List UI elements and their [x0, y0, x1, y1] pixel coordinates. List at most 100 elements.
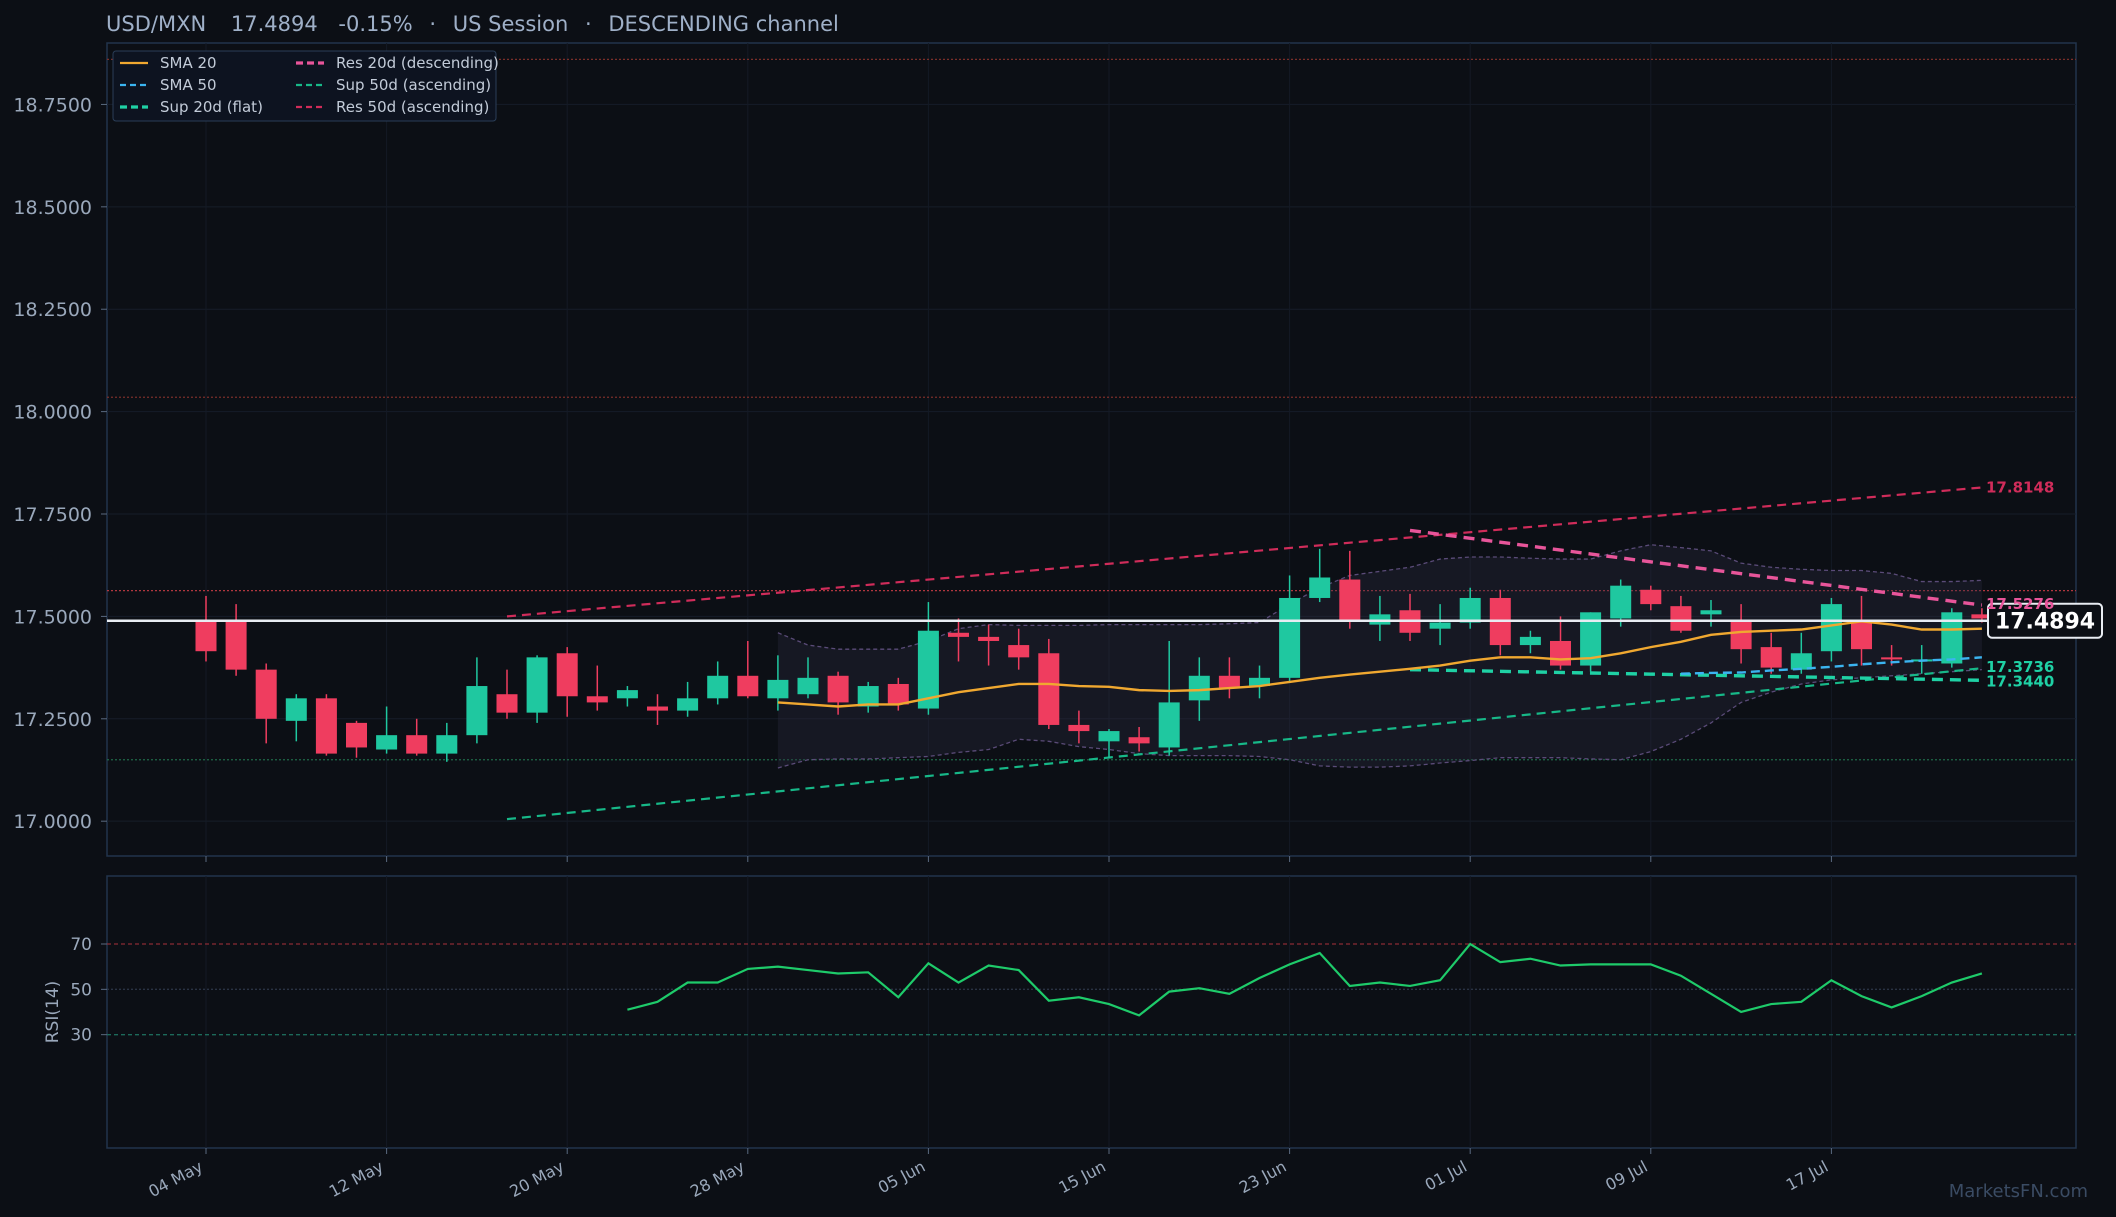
- price-axis: 17.0000 17.2500 17.5000 17.7500 18.0000 18.25…: [13, 94, 107, 833]
- y-tick-label: 17.2500: [13, 709, 92, 731]
- last-price-tag: 17.4894: [1995, 610, 2095, 635]
- candle-body: [1640, 589, 1662, 605]
- trendlines: [506, 486, 1983, 821]
- legend: SMA 20 SMA 50 Sup 20d (flat) Res 20d (desce…: [112, 50, 499, 122]
- candle-body: [285, 698, 307, 721]
- session-text: US Session: [453, 12, 569, 36]
- legend-entry-label: SMA 20: [160, 54, 217, 72]
- candle-body: [677, 698, 699, 711]
- candle-body: [1971, 614, 1993, 619]
- rsi-panel-frame: [106, 875, 2077, 1149]
- candle-body: [1279, 597, 1301, 678]
- candle-body: [917, 630, 939, 709]
- candle-body: [1008, 645, 1030, 658]
- res50-label: 17.8148: [1986, 478, 2054, 496]
- res20-trendline: [1409, 528, 1983, 607]
- candle-body: [586, 696, 608, 703]
- rsi-axis-label: RSI(14): [43, 981, 63, 1044]
- res50-trendline: [506, 486, 1982, 618]
- candle-body: [556, 653, 578, 697]
- rsi-tick-label: 30: [70, 1026, 92, 1046]
- candle-body: [887, 683, 909, 705]
- candle-body: [1730, 620, 1752, 650]
- candle-body: [857, 686, 879, 707]
- brand-watermark: MarketsFN.com: [1949, 1181, 2088, 1202]
- candle-body: [496, 694, 518, 713]
- candle-body: [225, 620, 247, 670]
- sup20-trendline: [1409, 667, 1982, 682]
- legend-entry-label: Sup 20d (flat): [160, 98, 263, 116]
- candle-body: [195, 620, 217, 652]
- y-tick-label: 18.5000: [13, 197, 92, 219]
- price-panel-frame: [106, 42, 2077, 857]
- candle-body: [1218, 675, 1240, 689]
- candle-body: [1098, 731, 1120, 742]
- y-tick-label: 18.7500: [13, 94, 92, 116]
- candle-body: [1881, 657, 1903, 660]
- candle-body: [1158, 702, 1180, 748]
- candle-body: [616, 690, 638, 699]
- y-tick-label: 17.0000: [13, 811, 92, 833]
- candle-body: [647, 706, 668, 711]
- candle-body: [1339, 579, 1361, 621]
- candle-body: [1610, 585, 1632, 619]
- sma20-line: [777, 620, 1982, 708]
- channel-text: DESCENDING channel: [608, 12, 839, 36]
- candle-body: [376, 735, 398, 750]
- candle-body: [1519, 636, 1541, 646]
- sup20-label: 17.3440: [1986, 672, 2054, 690]
- rsi-tick-label: 70: [70, 935, 92, 955]
- candle-body: [1309, 577, 1331, 598]
- candle-body: [526, 657, 548, 713]
- candle-body: [406, 735, 428, 754]
- price-panel: 17.0000 17.2500 17.5000 17.7500 18.0000 18.25…: [13, 42, 2103, 857]
- candle-body: [1820, 604, 1842, 652]
- candle-body: [1790, 653, 1812, 670]
- legend-entry-label: Res 20d (descending): [336, 54, 499, 72]
- candle-body: [707, 675, 729, 699]
- change-text: -0.15%: [338, 12, 412, 36]
- candle-body: [466, 686, 488, 736]
- last-price-line: 17.4894: [107, 602, 2103, 639]
- last-price-tag-box: [1987, 602, 2103, 639]
- legend-entry-label: Sup 50d (ascending): [336, 76, 491, 94]
- moving-averages: [777, 620, 1982, 708]
- candle-body: [255, 669, 277, 719]
- y-tick-label: 18.2500: [13, 299, 92, 321]
- sup50-label: 17.3736: [1986, 658, 2054, 676]
- legend-entry-label: Res 50d (ascending): [336, 98, 489, 116]
- res20-label: 17.5276: [1986, 595, 2054, 613]
- price-text: 17.4894: [231, 12, 318, 36]
- y-tick-label: 17.5000: [13, 606, 92, 628]
- rsi-line: [627, 942, 1983, 1017]
- candle-body: [737, 675, 759, 697]
- candle-body: [346, 722, 367, 748]
- y-tick-label: 17.7500: [13, 504, 92, 526]
- candle-body: [1851, 620, 1872, 650]
- sup50-trendline: [506, 667, 1983, 821]
- rsi-tick-label: 50: [70, 980, 92, 1000]
- candle-body: [1580, 612, 1602, 666]
- symbol-text: USD/MXN: [106, 12, 206, 36]
- chart-title: USD/MXN 17.4894 -0.15% · US Session · DE…: [106, 12, 839, 36]
- candle-body: [948, 632, 969, 637]
- candle-body: [436, 735, 458, 754]
- horizontal-levels: [107, 58, 2076, 761]
- candle-body: [1369, 614, 1391, 625]
- candle-body: [767, 679, 789, 699]
- candle-body: [827, 675, 849, 703]
- candle-body: [1670, 606, 1692, 631]
- candle-body: [797, 677, 819, 695]
- sma50-line: [1680, 656, 1982, 675]
- rsi-panel: 30 50 70 RSI(14): [43, 875, 2077, 1149]
- candle-body: [1068, 724, 1090, 732]
- candle-body: [1550, 640, 1571, 666]
- legend-entry-label: SMA 50: [160, 76, 217, 94]
- candle-body: [1760, 647, 1782, 668]
- candle-body: [1128, 737, 1150, 744]
- legend-box: [112, 50, 497, 122]
- candle-body: [1459, 597, 1481, 623]
- candle-body: [978, 636, 1000, 641]
- y-tick-label: 18.0000: [13, 402, 92, 424]
